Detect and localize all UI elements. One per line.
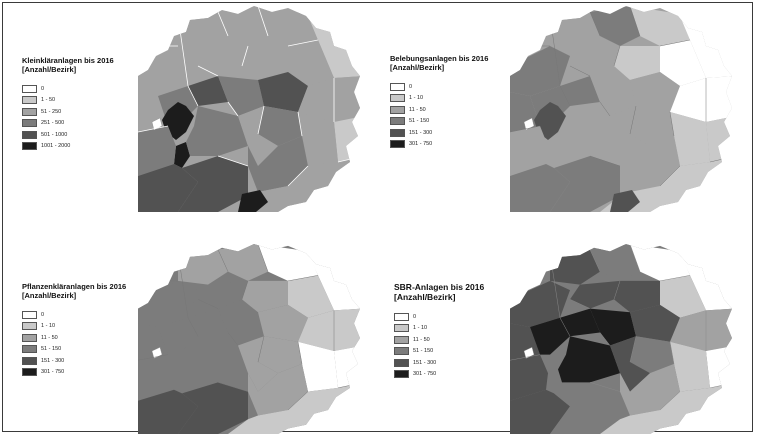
choropleth-map-belebung xyxy=(510,6,732,212)
legend-swatch xyxy=(394,324,409,333)
legend-swatch xyxy=(390,105,405,114)
legend-label: 1 - 10 xyxy=(409,95,424,102)
legend-item: 1 - 50 xyxy=(22,95,114,107)
legend-swatch xyxy=(22,96,37,105)
legend-item: 51 - 150 xyxy=(394,346,484,358)
legend-title: SBR-Anlagen bis 2016 xyxy=(394,282,485,292)
legend-swatch xyxy=(22,345,37,354)
legend-item: 301 - 750 xyxy=(22,367,126,379)
choropleth-map-sbr xyxy=(510,244,732,434)
legend-swatch xyxy=(394,312,409,321)
choropleth-map-pflanzen xyxy=(138,244,360,434)
legend-item: 1 - 10 xyxy=(394,323,484,335)
legend-item: 0 xyxy=(22,309,126,321)
legend-belebung: Belebungsanlagen bis 2016 [Anzahl/Bezirk… xyxy=(390,54,488,150)
legend-item: 51 - 150 xyxy=(22,344,126,356)
map-panel-pflanzen: Pflanzenkläranlagen bis 2016 [Anzahl/Bez… xyxy=(0,218,378,434)
legend-swatch xyxy=(22,322,37,331)
legend-swatch xyxy=(22,130,37,139)
legend-swatch xyxy=(22,310,37,319)
legend-item: 51 - 150 xyxy=(390,116,488,128)
legend-item: 301 - 750 xyxy=(394,369,484,381)
legend-subtitle: [Anzahl/Bezirk] xyxy=(390,63,445,72)
legend-swatch xyxy=(394,370,409,379)
choropleth-map-kleinklaer xyxy=(138,6,360,212)
legend-label: 301 - 750 xyxy=(409,141,433,148)
legend-item: 51 - 250 xyxy=(22,106,114,118)
legend-label: 11 - 50 xyxy=(409,106,426,113)
legend-label: 0 xyxy=(41,311,45,318)
legend-swatch xyxy=(394,335,409,344)
legend-label: 0 xyxy=(413,313,417,320)
legend-label: 301 - 750 xyxy=(413,371,437,378)
legend-label: 51 - 150 xyxy=(41,346,62,353)
legend-label: 0 xyxy=(409,83,413,90)
legend-item: 151 - 300 xyxy=(394,357,484,369)
legend-swatch xyxy=(390,82,405,91)
legend-label: 11 - 50 xyxy=(413,336,430,343)
legend-swatch xyxy=(390,140,405,149)
legend-swatch xyxy=(22,356,37,365)
legend-item: 251 - 500 xyxy=(22,118,114,130)
legend-title: Belebungsanlagen bis 2016 xyxy=(390,54,489,63)
legend-label: 51 - 150 xyxy=(409,118,430,125)
legend-label: 0 xyxy=(41,85,45,92)
legend-item: 11 - 50 xyxy=(390,104,488,116)
legend-item: 501 - 1000 xyxy=(22,129,114,141)
legend-swatch xyxy=(22,142,37,151)
legend-item: 11 - 50 xyxy=(394,334,484,346)
legend-label: 501 - 1000 xyxy=(41,131,68,138)
map-panel-belebung: Belebungsanlagen bis 2016 [Anzahl/Bezirk… xyxy=(378,0,755,218)
legend-swatch xyxy=(22,107,37,116)
legend-label: 51 - 250 xyxy=(41,108,62,115)
legend-item: 11 - 50 xyxy=(22,332,126,344)
legend-swatch xyxy=(390,94,405,103)
legend-label: 1 - 50 xyxy=(41,97,56,104)
legend-item: 151 - 300 xyxy=(390,127,488,139)
legend-item: 1 - 10 xyxy=(22,321,126,333)
legend-label: 1 - 10 xyxy=(413,325,428,332)
legend-pflanzen: Pflanzenkläranlagen bis 2016 [Anzahl/Bez… xyxy=(22,282,126,378)
legend-swatch xyxy=(22,119,37,128)
legend-label: 1 - 10 xyxy=(41,323,56,330)
legend-title: Kleinkläranlagen bis 2016 xyxy=(22,56,114,65)
legend-label: 151 - 300 xyxy=(41,357,65,364)
legend-item: 0 xyxy=(394,311,484,323)
map-panel-sbr: SBR-Anlagen bis 2016 [Anzahl/Bezirk] 0 1… xyxy=(378,218,755,434)
legend-label: 51 - 150 xyxy=(413,348,434,355)
legend-label: 301 - 750 xyxy=(41,369,65,376)
legend-item: 301 - 750 xyxy=(390,139,488,151)
legend-swatch xyxy=(394,347,409,356)
legend-item: 1 - 10 xyxy=(390,93,488,105)
legend-sbr: SBR-Anlagen bis 2016 [Anzahl/Bezirk] 0 1… xyxy=(394,282,484,380)
legend-subtitle: [Anzahl/Bezirk] xyxy=(22,291,77,300)
legend-swatch xyxy=(390,117,405,126)
legend-title: Pflanzenkläranlagen bis 2016 xyxy=(22,282,127,291)
legend-kleinklaer: Kleinkläranlagen bis 2016 [Anzahl/Bezirk… xyxy=(22,56,114,152)
legend-swatch xyxy=(394,358,409,367)
legend-item: 1001 - 2000 xyxy=(22,141,114,153)
legend-swatch xyxy=(22,84,37,93)
legend-subtitle: [Anzahl/Bezirk] xyxy=(22,65,77,74)
legend-subtitle: [Anzahl/Bezirk] xyxy=(394,292,456,302)
legend-item: 151 - 300 xyxy=(22,355,126,367)
legend-item: 0 xyxy=(22,83,114,95)
legend-label: 251 - 500 xyxy=(41,120,65,127)
legend-label: 151 - 300 xyxy=(413,359,437,366)
legend-swatch xyxy=(390,128,405,137)
legend-label: 11 - 50 xyxy=(41,334,58,341)
legend-swatch xyxy=(22,333,37,342)
legend-label: 1001 - 2000 xyxy=(41,143,71,150)
legend-item: 0 xyxy=(390,81,488,93)
map-panel-kleinklaer: Kleinkläranlagen bis 2016 [Anzahl/Bezirk… xyxy=(0,0,378,218)
legend-label: 151 - 300 xyxy=(409,129,433,136)
legend-swatch xyxy=(22,368,37,377)
